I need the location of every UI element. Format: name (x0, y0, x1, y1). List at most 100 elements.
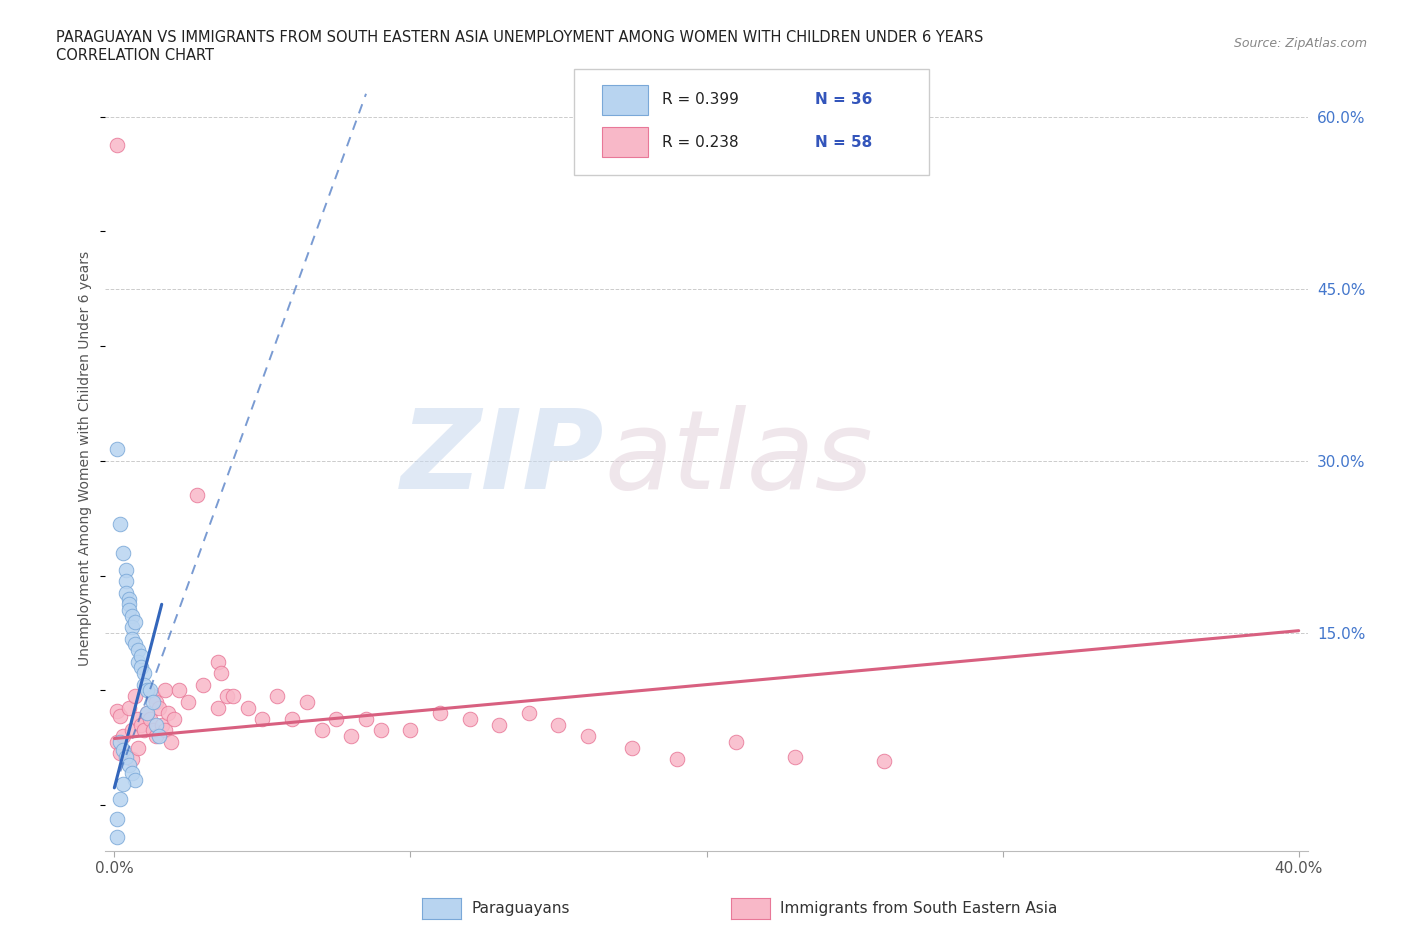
Point (222, 688, 245, 703)
Point (370, 723, 392, 737)
Point (105, 811, 128, 826)
Point (112, 742, 135, 757)
Point (110, 746, 132, 761)
Point (665, 751, 688, 766)
Point (162, 711, 184, 726)
Point (115, 574, 138, 589)
Text: atlas: atlas (605, 405, 873, 512)
Point (207, 700, 229, 715)
Point (112, 777, 135, 791)
Point (132, 723, 155, 737)
Point (215, 688, 238, 703)
Point (129, 717, 152, 732)
Point (110, 516, 132, 531)
Point (121, 765, 143, 780)
Point (118, 597, 141, 612)
Point (177, 695, 200, 710)
Point (105, 138, 128, 153)
Point (191, 677, 214, 692)
FancyBboxPatch shape (574, 69, 929, 175)
Text: R = 0.238: R = 0.238 (662, 135, 738, 150)
Point (110, 791, 132, 806)
Point (429, 706, 451, 721)
Point (399, 723, 422, 737)
Point (129, 648, 152, 663)
Point (118, 603, 141, 618)
Bar (602, 85, 648, 114)
Point (153, 683, 176, 698)
Point (252, 711, 274, 726)
Text: Source: ZipAtlas.com: Source: ZipAtlas.com (1233, 37, 1367, 50)
Point (115, 750, 138, 764)
Point (121, 723, 143, 737)
Point (115, 563, 138, 578)
Point (547, 717, 569, 732)
Point (873, 754, 896, 769)
Point (124, 773, 146, 788)
Point (121, 608, 143, 623)
Point (145, 717, 167, 732)
Point (121, 631, 143, 646)
Point (142, 723, 165, 737)
Point (105, 735, 128, 750)
Point (209, 666, 232, 681)
Point (132, 666, 155, 681)
Point (142, 688, 165, 703)
Point (115, 585, 138, 600)
Point (236, 700, 259, 715)
Point (186, 488, 208, 503)
Point (488, 717, 510, 732)
Point (295, 695, 318, 710)
Point (127, 643, 149, 658)
Point (340, 729, 363, 744)
Point (785, 750, 807, 764)
Point (121, 751, 143, 766)
Point (105, 442, 128, 457)
Point (725, 735, 748, 750)
Text: N = 36: N = 36 (814, 92, 872, 107)
Point (124, 614, 146, 629)
Point (127, 654, 149, 669)
Point (118, 700, 141, 715)
Point (266, 688, 288, 703)
Point (112, 545, 135, 560)
Text: CORRELATION CHART: CORRELATION CHART (56, 48, 214, 63)
Point (127, 740, 149, 755)
Point (148, 700, 170, 715)
Point (105, 830, 128, 844)
Point (325, 711, 347, 726)
Bar (602, 127, 648, 157)
Point (139, 711, 162, 726)
Point (156, 706, 179, 721)
Point (207, 654, 229, 669)
Point (135, 706, 157, 721)
Point (121, 619, 143, 634)
Point (110, 735, 132, 750)
Point (135, 683, 157, 698)
Point (135, 706, 157, 721)
Point (139, 683, 162, 698)
Point (169, 683, 191, 698)
Point (112, 729, 135, 744)
Point (110, 708, 132, 723)
Point (127, 711, 149, 726)
Point (132, 677, 155, 692)
Point (124, 688, 146, 703)
Point (124, 637, 146, 652)
Point (150, 717, 173, 732)
Text: ZIP: ZIP (401, 405, 605, 512)
Point (281, 711, 304, 726)
Point (118, 591, 141, 606)
Point (354, 711, 377, 726)
Y-axis label: Unemployment Among Women with Children Under 6 years: Unemployment Among Women with Children U… (79, 250, 93, 666)
Text: PARAGUAYAN VS IMMIGRANTS FROM SOUTH EASTERN ASIA UNEMPLOYMENT AMONG WOMEN WITH C: PARAGUAYAN VS IMMIGRANTS FROM SOUTH EAST… (56, 30, 984, 45)
Point (153, 723, 176, 737)
Text: Paraguayans: Paraguayans (471, 901, 569, 916)
Text: Immigrants from South Eastern Asia: Immigrants from South Eastern Asia (780, 901, 1057, 916)
Point (105, 704, 128, 719)
Point (458, 711, 481, 726)
Point (129, 660, 152, 675)
Point (621, 740, 644, 755)
Point (311, 723, 333, 737)
Point (517, 706, 540, 721)
